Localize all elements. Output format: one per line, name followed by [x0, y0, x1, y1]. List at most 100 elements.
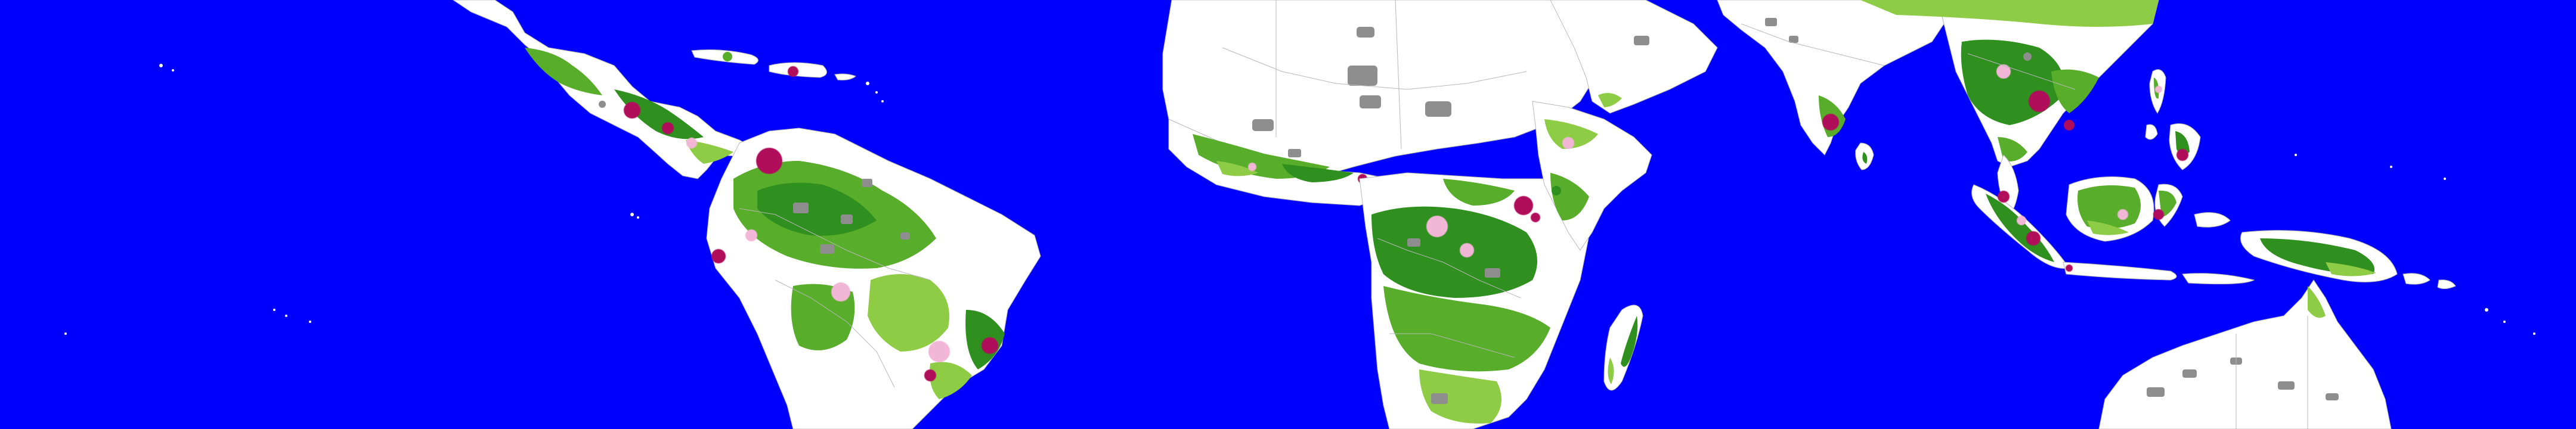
arabian-peninsula: [1550, 0, 1718, 114]
country-border: [739, 208, 931, 281]
forest-mid-patch: [1443, 179, 1515, 206]
gray-patch: [2147, 387, 2165, 397]
gray-patch: [1425, 101, 1451, 117]
pink-patch: [1562, 137, 1574, 149]
forest-mid-patch: [2051, 69, 2099, 113]
land-patch: [2437, 279, 2456, 290]
magenta-patch: [1998, 191, 2010, 203]
magenta-patch: [2066, 265, 2073, 272]
forest-mid-patch: [2077, 185, 2141, 229]
forest-mid-patch: [525, 48, 602, 95]
land-patch: [881, 100, 884, 102]
pink-patch: [2155, 86, 2162, 93]
gray-patch: [1765, 18, 1777, 26]
land-patch: [172, 69, 174, 72]
forest-mid-patch: [723, 52, 732, 61]
country-border: [1377, 238, 1521, 299]
forest-dark-patch: [2175, 131, 2190, 156]
pink-patch: [2117, 209, 2128, 220]
pink-patch: [1248, 163, 1256, 171]
land-patch: [1717, 0, 1945, 156]
land-patch: [2063, 262, 2177, 281]
land-patch: [64, 332, 67, 335]
pink-patch: [1426, 216, 1448, 237]
magenta-patch: [924, 369, 936, 381]
magenta-patch: [982, 337, 998, 354]
magenta-patch: [1531, 213, 1540, 222]
pink-patch: [1460, 243, 1474, 257]
land-patch: [2145, 124, 2158, 140]
land-patch: [2390, 166, 2392, 168]
sri-lanka: [1855, 142, 1874, 170]
gray-patch: [1252, 119, 1274, 131]
forest-mid-patch: [2159, 190, 2176, 217]
forest-light-patch: [1598, 93, 1622, 107]
central-africa: [1359, 172, 1593, 429]
gray-patch: [1789, 36, 1798, 43]
pink-patch: [928, 341, 950, 362]
central-america: [453, 0, 761, 179]
land-patch: [273, 309, 275, 311]
pink-patch: [686, 138, 697, 148]
land-patch: [875, 91, 878, 94]
country-border: [1389, 333, 1515, 358]
forest-light-patch: [1544, 119, 1598, 149]
land-patch: [866, 82, 869, 85]
forest-light-patch: [1608, 358, 1614, 384]
forest-mid-patch: [1383, 286, 1550, 372]
land-patch: [159, 64, 163, 67]
land-patch: [630, 213, 634, 216]
forest-dark-patch: [1986, 194, 2054, 262]
philippines: [2145, 69, 2201, 170]
magenta-patch: [2026, 231, 2041, 245]
australia: [2098, 279, 2392, 429]
forest-light-patch: [1860, 0, 2159, 27]
south-america: [706, 128, 1041, 429]
forest-mid-patch: [1550, 173, 1589, 220]
land-patch: [637, 216, 639, 219]
land-patch: [2194, 212, 2231, 228]
forest-light-patch: [1419, 369, 1501, 424]
forest-light-patch: [2308, 286, 2326, 318]
gray-patch: [793, 203, 809, 213]
magenta-patch: [711, 249, 726, 263]
land-patch: [285, 315, 287, 317]
magenta-patch: [1514, 196, 1533, 215]
magenta-patch: [2029, 91, 2050, 112]
gray-patch: [841, 214, 853, 224]
land-patch: [2444, 178, 2446, 180]
land-patch: [1550, 0, 1718, 114]
pink-patch: [1996, 64, 2011, 79]
magenta-patch: [2176, 149, 2188, 161]
west-africa: [1168, 119, 1390, 206]
land-patch: [2295, 154, 2297, 156]
gray-patch: [1357, 27, 1374, 38]
gray-patch: [1634, 36, 1649, 45]
forest-dark-patch: [1621, 316, 1638, 367]
pink-patch: [745, 229, 757, 241]
forest-light-patch: [2326, 262, 2376, 276]
south-asia: [1717, 0, 1945, 156]
country-border: [1967, 53, 2076, 90]
forest-light-patch: [2087, 220, 2129, 235]
north-africa: [1162, 0, 1596, 179]
new-guinea: [2240, 230, 2456, 290]
gray-patch: [1485, 268, 1500, 278]
gray-patch: [2326, 393, 2339, 400]
forest-dark-patch: [1862, 152, 1868, 164]
magenta-patch: [1822, 114, 1839, 130]
gray-patch: [900, 232, 910, 240]
forest-dark-patch: [1552, 186, 1561, 195]
gray-patch: [1360, 95, 1381, 108]
pink-patch: [2017, 216, 2026, 225]
magenta-patch: [624, 102, 640, 119]
gray-patch: [1431, 393, 1448, 404]
magenta-patch: [662, 122, 674, 134]
east-africa: [1514, 101, 1652, 251]
magenta-patch: [756, 148, 782, 174]
gray-patch: [1407, 238, 1420, 247]
country-border: [775, 279, 895, 388]
forest-light-patch: [930, 362, 972, 399]
forest-light-patch: [868, 274, 949, 352]
